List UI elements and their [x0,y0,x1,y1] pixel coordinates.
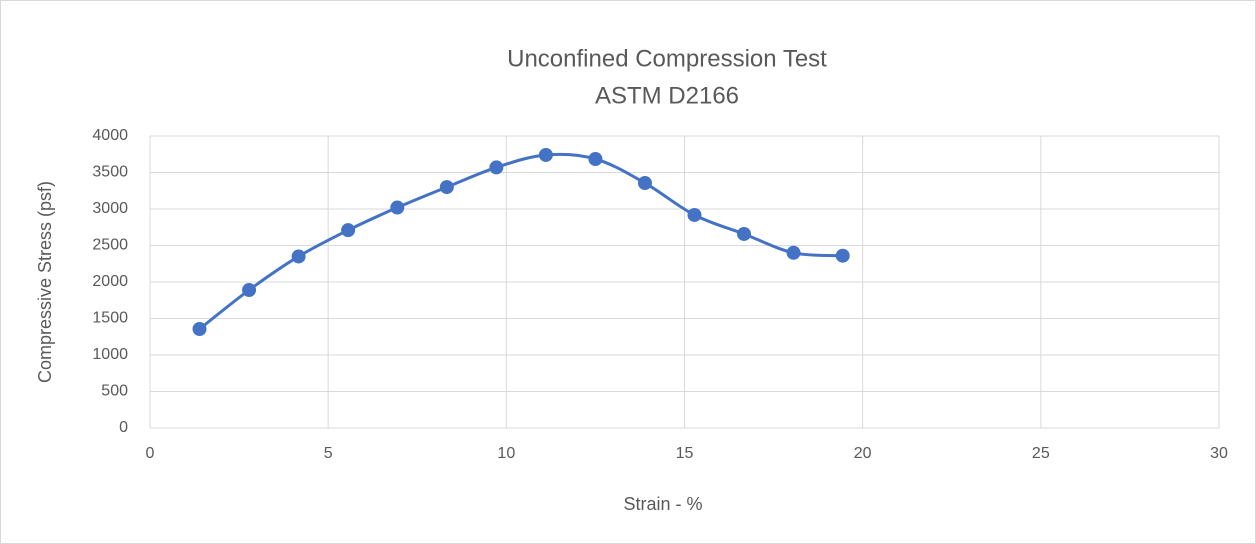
x-tick-label: 5 [324,445,333,462]
data-point [291,249,306,264]
data-point [242,283,257,298]
y-tick-label: 2000 [92,273,128,290]
y-tick-label: 1500 [92,310,128,327]
chart-title: Unconfined Compression Test [507,45,827,72]
x-tick-label: 0 [146,445,155,462]
y-tick-label: 0 [119,419,128,436]
data-point [737,226,752,241]
x-axis-label: Strain - % [623,494,702,514]
chart-subtitle: ASTM D2166 [595,82,739,109]
x-tick-label: 30 [1210,445,1228,462]
data-point [489,160,504,175]
x-tick-label: 25 [1032,445,1050,462]
data-point [687,207,702,222]
x-tick-label: 20 [854,445,872,462]
data-point [835,248,850,263]
y-tick-label: 3500 [92,164,128,181]
data-point [439,180,454,195]
data-point [588,151,603,166]
y-tick-label: 500 [101,383,128,400]
x-tick-label: 15 [676,445,694,462]
y-tick-label: 3000 [92,200,128,217]
x-tick-label: 10 [497,445,515,462]
data-point [341,223,356,238]
data-point [637,176,652,191]
data-point [786,245,801,260]
y-tick-label: 2500 [92,237,128,254]
data-point [192,322,207,337]
data-point [390,200,405,215]
y-tick-label: 1000 [92,346,128,363]
data-point [538,147,553,162]
y-axis-label: Compressive Stress (psf) [35,181,55,383]
y-tick-label: 4000 [92,127,128,144]
